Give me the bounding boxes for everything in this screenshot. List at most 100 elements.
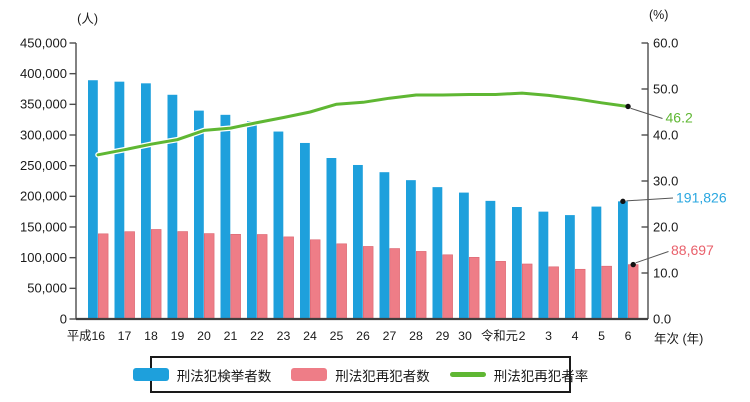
- bar-arrestees-17: [114, 81, 125, 319]
- reoffenders-bar-swatch-icon: [291, 368, 328, 381]
- x-tick-label-27: 27: [383, 329, 397, 343]
- total-dot: [620, 198, 626, 205]
- bar-reoffenders-28: [415, 251, 427, 320]
- bar-reoffenders-5: [601, 265, 612, 320]
- y-left-tick-label: 150,000: [20, 219, 67, 234]
- bar-arrestees-令和元: [485, 200, 496, 319]
- bar-arrestees-25: [326, 158, 337, 319]
- x-tick-label-20: 20: [197, 329, 211, 343]
- y-left-tick-label: 250,000: [20, 158, 67, 173]
- bar-arrestees-4: [565, 215, 575, 319]
- x-tick-label-28: 28: [409, 329, 423, 343]
- rate-value-label: 46.2: [666, 110, 693, 126]
- y-right-tick-label: 0.0: [653, 311, 671, 326]
- x-tick-label-21: 21: [224, 329, 238, 343]
- x-axis-labels: 平成16 17 18 19 20 21 22 23 24 25 26 27 28 29 30 令和元 2 3 4 5 6: [67, 328, 632, 343]
- repeat-value-label: 88,697: [671, 242, 714, 258]
- x-tick-label-令和元: 令和元: [481, 328, 518, 343]
- x-tick-label-6: 6: [625, 329, 632, 343]
- bar-reoffenders-6: [627, 264, 639, 320]
- y-left-tick-label: 400,000: [20, 66, 67, 81]
- bars-reoffenders: [98, 229, 639, 320]
- bar-arrestees-24: [300, 142, 310, 319]
- bar-arrestees-18: [141, 83, 151, 320]
- x-tick-label-18: 18: [144, 329, 158, 343]
- bar-reoffenders-30: [468, 256, 480, 320]
- bar-arrestees-3: [538, 211, 549, 319]
- x-tick-label-30: 30: [458, 329, 472, 343]
- y-axis-right-unit-label: (%): [649, 8, 669, 22]
- bar-reoffenders-20: [204, 233, 215, 320]
- x-tick-label-4: 4: [572, 329, 579, 343]
- x-tick-label-23: 23: [277, 329, 291, 343]
- repeat-leader-line: [635, 251, 669, 264]
- bar-reoffenders-4: [574, 268, 586, 320]
- y-right-tick-label: 20.0: [653, 219, 678, 234]
- bar-reoffenders-26: [362, 246, 374, 320]
- legend-label-reoffenders: 刑法犯再犯者数: [335, 368, 430, 384]
- x-tick-label-19: 19: [171, 329, 185, 343]
- bar-arrestees-2: [512, 207, 522, 319]
- bar-reoffenders-25: [336, 243, 347, 320]
- legend-label-reoffense-rate: 刑法犯再犯者率: [493, 368, 589, 384]
- legend-label-arrestees: 刑法犯検挙者数: [176, 368, 272, 384]
- bar-arrestees-19: [167, 94, 178, 319]
- x-tick-label-22: 22: [250, 329, 264, 343]
- legend-item-reoffenders: 刑法犯再犯者数: [291, 365, 430, 385]
- reoffense-rate-line-swatch-icon: [449, 372, 486, 377]
- bar-reoffenders-22: [256, 234, 268, 320]
- bar-reoffenders-23: [283, 236, 294, 320]
- bar-reoffenders-24: [309, 239, 321, 320]
- y-right-tick-label: 60.0: [653, 35, 678, 50]
- bar-reoffenders-18: [151, 229, 162, 320]
- bar-reoffenders-29: [442, 254, 453, 320]
- axes: 0 50,000 100,000 150,000 200,000 250,000 300,0…: [20, 35, 678, 326]
- x-tick-label-26: 26: [356, 329, 370, 343]
- annotations: 46.2 191,826 88,697: [620, 103, 727, 268]
- y-right-tick-label: 40.0: [653, 127, 678, 142]
- bar-reoffenders-2: [521, 263, 533, 320]
- y-right-tick-label: 50.0: [653, 81, 678, 96]
- x-tick-label-25: 25: [330, 329, 344, 343]
- total-leader-line: [626, 197, 674, 202]
- bar-arrestees-28: [406, 180, 416, 319]
- y-left-tick-label: 300,000: [20, 127, 67, 142]
- arrestees-bar-swatch-icon: [132, 368, 169, 381]
- bar-arrestees-27: [379, 172, 390, 319]
- chart-legend: 刑法犯検挙者数 刑法犯再犯者数 刑法犯再犯者率: [132, 356, 588, 393]
- total-value-label: 191,826: [676, 190, 727, 206]
- x-tick-label-2: 2: [519, 329, 526, 343]
- bar-arrestees-22: [247, 121, 257, 319]
- y-left-tick-label: 200,000: [20, 189, 67, 204]
- x-tick-label-3: 3: [545, 329, 552, 343]
- y-right-tick-label: 30.0: [653, 173, 678, 188]
- legend-item-reoffense-rate: 刑法犯再犯者率: [449, 365, 589, 385]
- y-axis-left-unit-label: (人): [77, 12, 98, 26]
- x-axis-suffix-label: 年次 (年): [654, 332, 704, 346]
- bar-arrestees-5: [591, 206, 602, 319]
- bar-reoffenders-3: [548, 266, 559, 320]
- bar-arrestees-平成16: [88, 80, 98, 319]
- y-right-tick-label: 10.0: [653, 265, 678, 280]
- bar-reoffenders-21: [230, 233, 241, 320]
- bar-arrestees-30: [459, 192, 469, 319]
- bar-reoffenders-令和元: [495, 261, 506, 320]
- bar-arrestees-29: [432, 187, 443, 319]
- bar-reoffenders-27: [389, 248, 400, 320]
- bar-arrestees-6: [618, 201, 628, 319]
- y-left-tick-label: 450,000: [20, 35, 67, 50]
- bars-arrestees: [88, 80, 628, 320]
- rate-dot: [625, 103, 631, 110]
- x-tick-label-24: 24: [303, 329, 317, 343]
- bar-reoffenders-平成16: [98, 233, 109, 320]
- rate-line: [96, 91, 630, 157]
- x-tick-label-平成16: 平成16: [67, 329, 105, 343]
- bar-arrestees-23: [273, 131, 284, 319]
- repeat-dot: [630, 261, 636, 268]
- x-tick-label-5: 5: [598, 329, 605, 343]
- bar-arrestees-20: [194, 110, 204, 319]
- y-left-tick-label: 0: [60, 311, 67, 326]
- rate-leader-line: [630, 107, 663, 119]
